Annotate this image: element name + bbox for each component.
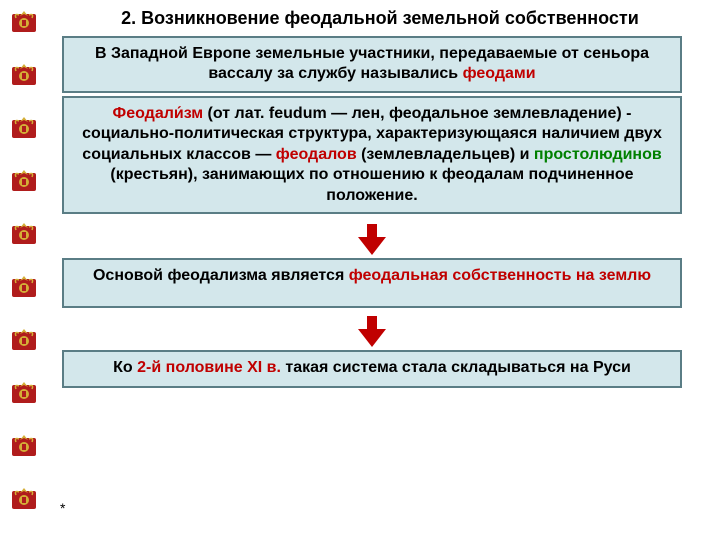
- text: В Западной Европе земельные участники, п…: [95, 45, 649, 82]
- info-box-1: В Западной Европе земельные участники, п…: [62, 36, 682, 93]
- emblem-icon: [6, 271, 42, 307]
- arrow-down-icon: [358, 237, 386, 255]
- highlight-red: феодальная собственность на землю: [349, 267, 651, 284]
- slide: 2. Возникновение феодальной земельной со…: [0, 0, 720, 540]
- arrow-down-icon: [367, 316, 377, 329]
- text: (крестьян), занимающих по отношению к фе…: [110, 166, 633, 203]
- emblem-icon: [6, 430, 42, 466]
- arrow-down-icon: [358, 329, 386, 347]
- arrow-down-icon: [367, 224, 377, 237]
- slide-title: 2. Возникновение феодальной земельной со…: [60, 8, 700, 29]
- text: (землевладельцев) и: [357, 146, 534, 163]
- emblem-icon: [6, 165, 42, 201]
- bullet-column: [6, 6, 46, 519]
- emblem-icon: [6, 59, 42, 95]
- text: Ко: [113, 359, 137, 376]
- info-box-3: Основой феодализма является феодальная с…: [62, 258, 682, 308]
- highlight-red: Феодали́зм: [113, 105, 204, 122]
- emblem-icon: [6, 324, 42, 360]
- emblem-icon: [6, 483, 42, 519]
- emblem-icon: [6, 6, 42, 42]
- highlight-green: простолюдинов: [534, 146, 662, 163]
- highlight-red: феодалов: [276, 146, 357, 163]
- info-box-4: Ко 2-й половине XI в. такая система стал…: [62, 350, 682, 388]
- emblem-icon: [6, 112, 42, 148]
- info-box-2: Феодали́зм (от лат. feudum — лен, феодал…: [62, 96, 682, 214]
- text: такая система стала складываться на Руси: [281, 359, 631, 376]
- highlight-red: феодами: [463, 65, 536, 82]
- footer-star: *: [60, 500, 65, 516]
- highlight-red: 2-й половине XI в.: [137, 359, 281, 376]
- emblem-icon: [6, 377, 42, 413]
- emblem-icon: [6, 218, 42, 254]
- text: Основой феодализма является: [93, 267, 349, 284]
